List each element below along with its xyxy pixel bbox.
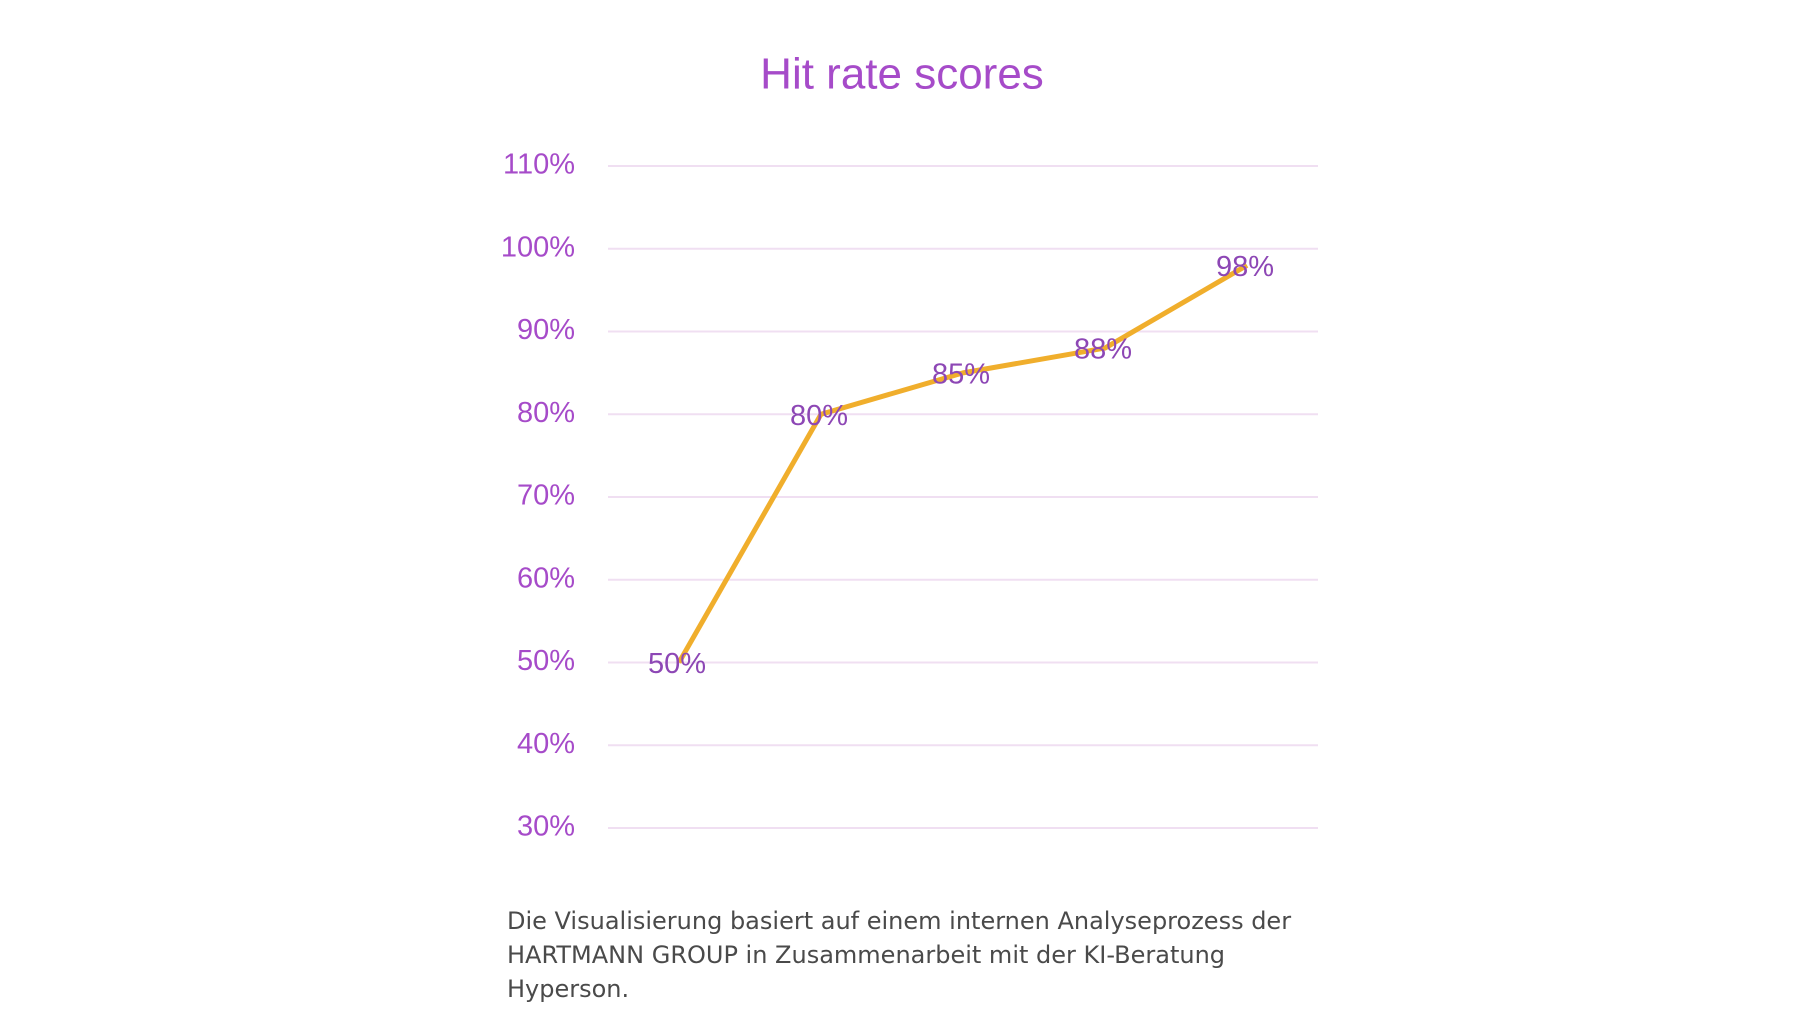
footnote: Die Visualisierung basiert auf einem int…: [507, 904, 1291, 1006]
line: [676, 263, 1249, 664]
footnote-line: Die Visualisierung basiert auf einem int…: [507, 907, 1292, 935]
footnote-line: HARTMANN GROUP in Zusammenarbeit mit der…: [507, 941, 1226, 969]
data-label: 85%: [932, 359, 990, 391]
y-tick-label: 100%: [501, 231, 575, 263]
data-label: 88%: [1074, 334, 1132, 366]
y-tick-label: 80%: [517, 397, 575, 429]
y-tick-label: 50%: [517, 645, 575, 677]
y-tick-label: 70%: [517, 480, 575, 512]
y-tick-label: 90%: [517, 314, 575, 346]
y-tick-label: 60%: [517, 562, 575, 594]
chart: Hit rate scores 30% 40% 50% 60% 70% 80% 90% 100…: [501, 50, 1318, 843]
data-label: 50%: [648, 648, 706, 680]
y-tick-label: 40%: [517, 728, 575, 760]
chart-title: Hit rate scores: [760, 50, 1044, 99]
footnote-line: Hyperson.: [507, 975, 630, 1003]
y-tick-label: 110%: [503, 149, 575, 181]
data-label: 98%: [1216, 251, 1274, 283]
y-tick-label: 30%: [517, 811, 575, 843]
data-label: 80%: [790, 400, 848, 432]
